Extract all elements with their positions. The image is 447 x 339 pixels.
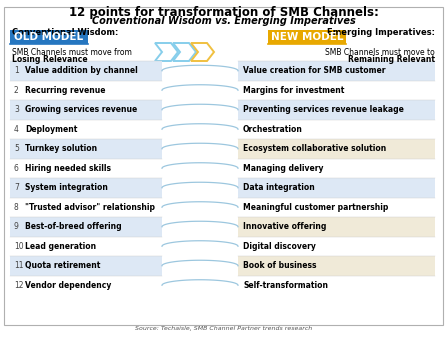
Bar bbox=[238, 178, 435, 198]
Text: Best-of-breed offering: Best-of-breed offering bbox=[25, 222, 122, 231]
Bar bbox=[238, 256, 435, 276]
Bar bbox=[238, 80, 435, 100]
Text: Margins for investment: Margins for investment bbox=[243, 86, 344, 95]
Text: Losing Relevance: Losing Relevance bbox=[12, 55, 88, 64]
Bar bbox=[10, 139, 162, 159]
Text: Value addition by channel: Value addition by channel bbox=[25, 66, 138, 75]
Bar bbox=[238, 159, 435, 178]
Text: Growing services revenue: Growing services revenue bbox=[25, 105, 137, 114]
Bar bbox=[10, 178, 162, 198]
Text: Quota retirement: Quota retirement bbox=[25, 261, 101, 270]
Text: 3: 3 bbox=[14, 105, 19, 114]
Text: 5: 5 bbox=[14, 144, 19, 153]
Text: Turnkey solution: Turnkey solution bbox=[25, 144, 97, 153]
Bar bbox=[10, 256, 162, 276]
Text: Data integration: Data integration bbox=[243, 183, 315, 192]
Bar bbox=[10, 237, 162, 256]
Text: Meaningful customer partnership: Meaningful customer partnership bbox=[243, 203, 388, 212]
FancyBboxPatch shape bbox=[10, 30, 88, 44]
Text: 9: 9 bbox=[14, 222, 19, 231]
Text: Value creation for SMB customer: Value creation for SMB customer bbox=[243, 66, 385, 75]
Text: Preventing services revenue leakage: Preventing services revenue leakage bbox=[243, 105, 404, 114]
Text: Managing delivery: Managing delivery bbox=[243, 164, 324, 173]
Text: Conventional Wisdom:: Conventional Wisdom: bbox=[12, 28, 118, 37]
Bar bbox=[238, 139, 435, 159]
Text: SMB Channels must move to: SMB Channels must move to bbox=[325, 48, 435, 57]
Bar bbox=[10, 159, 162, 178]
Text: Self-transformation: Self-transformation bbox=[243, 281, 328, 290]
Bar bbox=[10, 80, 162, 100]
Text: Recurring revenue: Recurring revenue bbox=[25, 86, 105, 95]
Text: OLD MODEL: OLD MODEL bbox=[14, 32, 84, 42]
Text: 2: 2 bbox=[14, 86, 19, 95]
Bar bbox=[10, 120, 162, 139]
Text: 1: 1 bbox=[14, 66, 19, 75]
Text: 11: 11 bbox=[14, 261, 24, 270]
Bar bbox=[238, 198, 435, 217]
Text: 4: 4 bbox=[14, 125, 19, 134]
Bar bbox=[238, 61, 435, 80]
Bar bbox=[238, 237, 435, 256]
Bar bbox=[10, 100, 162, 120]
Bar bbox=[238, 276, 435, 295]
Text: Orchestration: Orchestration bbox=[243, 125, 303, 134]
Text: Lead generation: Lead generation bbox=[25, 242, 96, 251]
Text: NEW MODEL: NEW MODEL bbox=[271, 32, 343, 42]
Text: Digital discovery: Digital discovery bbox=[243, 242, 316, 251]
Text: 12: 12 bbox=[14, 281, 24, 290]
Text: Deployment: Deployment bbox=[25, 125, 77, 134]
Bar bbox=[238, 120, 435, 139]
Text: 6: 6 bbox=[14, 164, 19, 173]
Text: Innovative offering: Innovative offering bbox=[243, 222, 326, 231]
Bar bbox=[10, 61, 162, 80]
Text: Remaining Relevant: Remaining Relevant bbox=[348, 55, 435, 64]
Bar bbox=[10, 198, 162, 217]
FancyBboxPatch shape bbox=[268, 30, 346, 44]
Text: "Trusted advisor" relationship: "Trusted advisor" relationship bbox=[25, 203, 155, 212]
Text: Source: Techaisle, SMB Channel Partner trends research: Source: Techaisle, SMB Channel Partner t… bbox=[135, 326, 312, 331]
Text: Emerging Imperatives:: Emerging Imperatives: bbox=[327, 28, 435, 37]
Bar bbox=[10, 276, 162, 295]
Text: 10: 10 bbox=[14, 242, 24, 251]
Text: 12 points for transformation of SMB Channels:: 12 points for transformation of SMB Chan… bbox=[68, 6, 379, 19]
Text: System integration: System integration bbox=[25, 183, 108, 192]
Text: SMB Channels must move from: SMB Channels must move from bbox=[12, 48, 132, 57]
Text: Book of business: Book of business bbox=[243, 261, 316, 270]
Bar bbox=[238, 100, 435, 120]
Bar bbox=[238, 217, 435, 237]
Text: Ecosystem collaborative solution: Ecosystem collaborative solution bbox=[243, 144, 386, 153]
Text: Vendor dependency: Vendor dependency bbox=[25, 281, 111, 290]
Text: Hiring needed skills: Hiring needed skills bbox=[25, 164, 111, 173]
Text: 8: 8 bbox=[14, 203, 19, 212]
Bar bbox=[10, 217, 162, 237]
Text: 7: 7 bbox=[14, 183, 19, 192]
Text: Conventional Wisdom vs. Emerging Imperatives: Conventional Wisdom vs. Emerging Imperat… bbox=[92, 16, 355, 26]
